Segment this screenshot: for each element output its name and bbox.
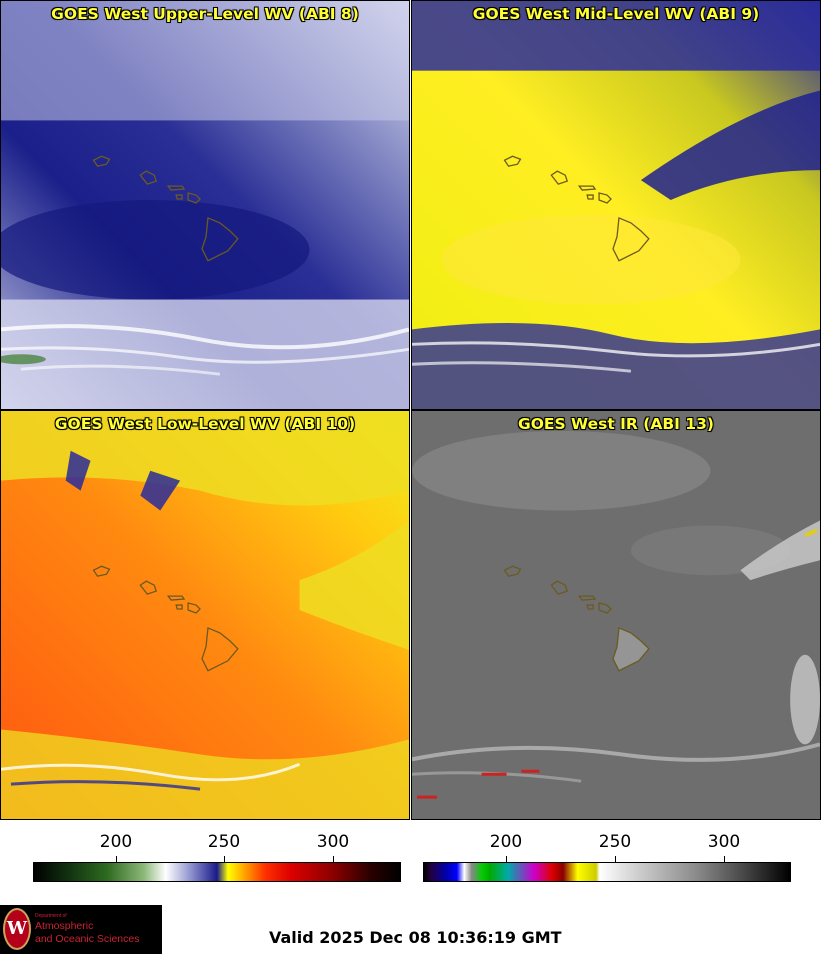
wv-tick-label: 250	[207, 832, 241, 852]
ir-tick-mark	[506, 856, 507, 862]
low-level-wv-image	[1, 411, 409, 819]
wv-tick-mark	[116, 856, 117, 862]
coastline-outlines	[92, 155, 239, 262]
coastline-outlines	[92, 565, 239, 672]
panel-low-level-wv: GOES West Low-Level WV (ABI 10)	[0, 410, 410, 820]
coastline-outlines	[503, 565, 650, 672]
valid-time: Valid 2025 Dec 08 10:36:19 GMT	[269, 928, 562, 947]
panel-upper-level-wv: GOES West Upper-Level WV (ABI 8)	[0, 0, 410, 410]
wv-tick-label: 300	[316, 832, 350, 852]
panel-mid-level-wv: GOES West Mid-Level WV (ABI 9)	[411, 0, 821, 410]
mid-level-wv-image	[412, 1, 820, 409]
logo-line-3: and Oceanic Sciences	[35, 933, 140, 945]
wv-colorbar	[33, 862, 401, 882]
ir-colorbar	[423, 862, 791, 882]
ir-tick-label: 300	[707, 832, 741, 852]
upper-level-wv-image	[1, 1, 409, 409]
ir-tick-mark	[615, 856, 616, 862]
uw-seal-icon: W	[3, 908, 31, 950]
logo-line-1: Department of	[35, 913, 67, 919]
panel-ir: GOES West IR (ABI 13)	[411, 410, 821, 820]
ir-image	[412, 411, 820, 819]
coastline-outlines	[503, 155, 650, 262]
ir-tick-mark	[724, 856, 725, 862]
panel-title: GOES West Low-Level WV (ABI 10)	[54, 415, 356, 433]
ir-tick-label: 200	[489, 832, 523, 852]
panel-title: GOES West Upper-Level WV (ABI 8)	[51, 5, 359, 23]
aos-logo: W Department of Atmospheric and Oceanic …	[0, 905, 162, 954]
ir-tick-label: 250	[598, 832, 632, 852]
wv-tick-mark	[333, 856, 334, 862]
panel-title: GOES West Mid-Level WV (ABI 9)	[472, 5, 760, 23]
wv-tick-mark	[224, 856, 225, 862]
panel-title: GOES West IR (ABI 13)	[518, 415, 714, 433]
wv-tick-label: 200	[99, 832, 133, 852]
logo-line-2: Atmospheric	[35, 920, 94, 932]
